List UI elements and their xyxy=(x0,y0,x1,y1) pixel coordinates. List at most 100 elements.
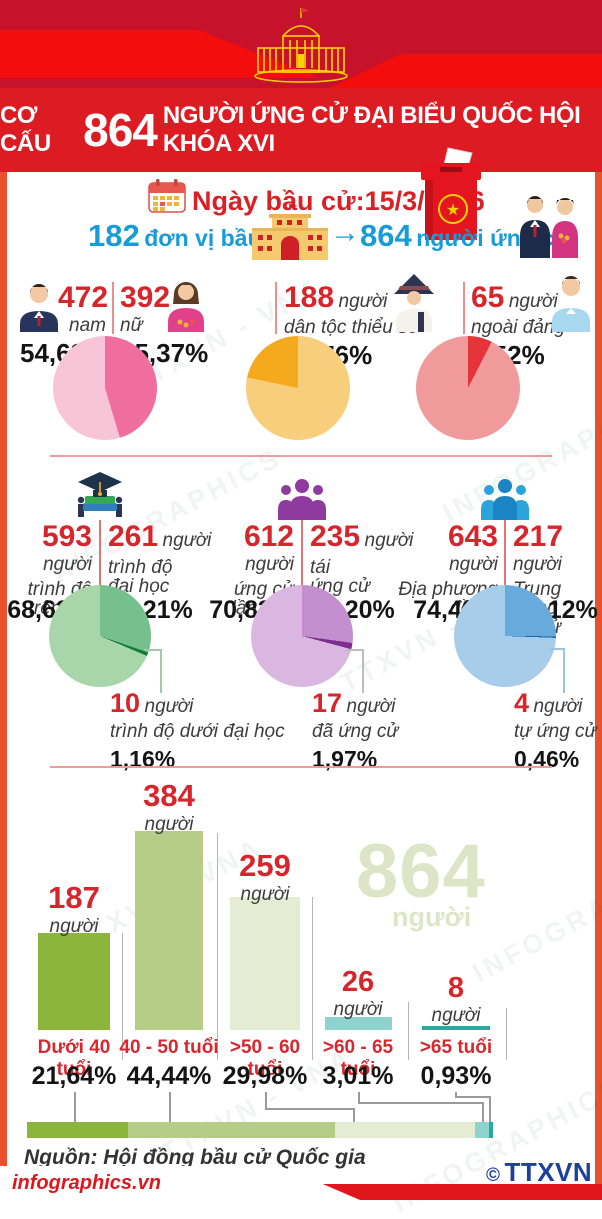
gender-divider-line xyxy=(112,282,114,334)
gender-pie-chart xyxy=(53,336,157,440)
title-number: 864 xyxy=(83,104,158,156)
title-bar: CƠ CẤU 864 NGƯỜI ỨNG CỬ ĐẠI BIỂU QUỐC HỘ… xyxy=(0,88,602,172)
candidacy-connector-line xyxy=(301,520,303,585)
age-unit: người xyxy=(144,814,194,835)
age-bar-50-60 xyxy=(230,897,300,1030)
nomination-left-line1: Địa phương xyxy=(398,579,498,600)
age-percent-60-65: 3,01% xyxy=(322,1062,394,1090)
edu-right-line1: trình độ xyxy=(108,557,173,578)
female-label: nữ xyxy=(120,315,143,336)
candidacy-left-number: 612 xyxy=(243,520,294,553)
stack-connector xyxy=(169,1092,171,1122)
age-unit: người xyxy=(240,884,290,905)
candidacy-callout-unit: người xyxy=(346,696,396,717)
edu-callout-unit: người xyxy=(144,696,194,717)
edu-connector-line xyxy=(99,520,101,585)
male-number: 472 xyxy=(58,281,109,314)
edu-callout: 10 người trình độ dưới đại học 1,16% xyxy=(110,688,300,773)
watermark: INFOGRAPHICS xyxy=(467,841,602,989)
nomination-callout-percent: 0,46% xyxy=(514,746,580,772)
national-assembly-icon xyxy=(254,8,348,83)
nomination-right-number: 217 xyxy=(513,520,564,553)
ethnic-divider-line xyxy=(275,282,277,334)
nomination-callout-label: tự ứng cử xyxy=(514,721,597,742)
stack-segment-60-65 xyxy=(474,1122,489,1138)
nomination-connector-line xyxy=(504,520,506,585)
edu-left-unit: người xyxy=(43,554,92,575)
section-divider xyxy=(50,766,552,768)
age-percent-50-60: 29,98% xyxy=(222,1062,308,1090)
people-group-purple-icon xyxy=(278,479,326,520)
stack-connector xyxy=(74,1092,76,1122)
age-bar-40-50 xyxy=(135,831,203,1030)
age-number: 8 xyxy=(447,972,465,1004)
nonparty-label: ngoài đảng xyxy=(471,317,566,338)
stack-connector xyxy=(482,1102,484,1122)
age-label-over65: >65 tuổi xyxy=(419,1037,493,1058)
age-number: 187 xyxy=(48,880,100,915)
stack-segment-50-60 xyxy=(334,1122,475,1138)
age-unit: người xyxy=(333,999,383,1020)
edu-callout-percent: 1,16% xyxy=(110,746,176,772)
male-label: nam xyxy=(69,315,106,336)
candidates-number: 864 xyxy=(360,218,412,253)
ballot-box-icon: ★ xyxy=(421,147,481,240)
stack-segment-40-50 xyxy=(127,1122,335,1138)
nomination-left-unit: người xyxy=(449,554,498,575)
bar-separator xyxy=(217,833,218,1060)
nonparty-divider-line xyxy=(463,282,465,334)
ethnic-unit: người xyxy=(338,291,388,312)
stack-connector xyxy=(353,1108,355,1122)
female-number: 392 xyxy=(120,281,171,314)
bar-separator xyxy=(122,933,123,1060)
people-group-blue-icon xyxy=(481,479,529,520)
edu-right-unit: người xyxy=(162,530,212,551)
title-prefix: CƠ CẤU xyxy=(0,102,51,157)
age-unit: người xyxy=(431,1005,481,1026)
candidacy-right-number: 235 xyxy=(310,520,361,553)
age-percent-over65: 0,93% xyxy=(420,1062,492,1090)
stack-connector xyxy=(489,1096,491,1122)
candidacy-callout-percent: 1,97% xyxy=(312,746,378,772)
stack-segment-over65 xyxy=(488,1122,493,1138)
svg-text:★: ★ xyxy=(446,202,460,219)
ethnic-pie-chart xyxy=(246,336,350,440)
section-divider xyxy=(50,455,552,457)
age-number: 259 xyxy=(239,848,291,883)
age-value-50-60: 259 người xyxy=(215,848,315,906)
age-value-40-50: 384 người xyxy=(119,778,219,836)
couple-icon xyxy=(520,196,578,258)
age-label-60-65: >60 - 65 tuổi xyxy=(322,1037,394,1080)
candidacy-callout-number: 17 xyxy=(312,688,343,718)
nomination-callout-number: 4 xyxy=(514,688,530,718)
edu-callout-number: 10 xyxy=(110,688,141,718)
age-label-under40: Dưới 40 tuổi xyxy=(37,1037,111,1080)
stack-connector xyxy=(455,1092,457,1097)
candidacy-left-unit: người xyxy=(245,554,294,575)
header-band xyxy=(0,0,602,88)
left-border xyxy=(0,172,7,1200)
age-label-50-60: >50 - 60 tuổi xyxy=(229,1037,301,1080)
age-number: 26 xyxy=(341,966,375,998)
source-note: Nguồn: Hội đồng bầu cử Quốc gia xyxy=(24,1146,366,1169)
edu-callout-label: trình độ dưới đại học xyxy=(110,721,285,742)
stack-connector xyxy=(265,1108,354,1110)
nomination-pie-chart xyxy=(454,585,556,687)
age-number: 384 xyxy=(143,778,195,813)
age-value-60-65: 26 người xyxy=(308,966,408,1021)
age-percent-under40: 21,64% xyxy=(31,1062,117,1090)
age-bar-over65 xyxy=(422,1026,490,1030)
stack-segment-under40 xyxy=(27,1122,128,1138)
nonparty-number: 65 xyxy=(471,281,505,314)
age-total-watermark-number: 864 xyxy=(356,829,486,914)
age-percent-40-50: 44,44% xyxy=(126,1062,212,1090)
ethnic-woman-avatar-icon xyxy=(394,274,434,332)
nomination-right-unit: người xyxy=(513,554,562,575)
age-label-40-50: 40 - 50 tuổi xyxy=(119,1037,219,1058)
male-count-block: 472 nam xyxy=(58,281,109,337)
stack-connector xyxy=(358,1092,360,1104)
site-name[interactable]: infographics.vn xyxy=(12,1172,161,1194)
copyright-icon: © xyxy=(486,1165,500,1186)
right-border xyxy=(595,172,602,1200)
candidacy-callout: 17 người đã ứng cử 1,97% xyxy=(312,688,472,773)
